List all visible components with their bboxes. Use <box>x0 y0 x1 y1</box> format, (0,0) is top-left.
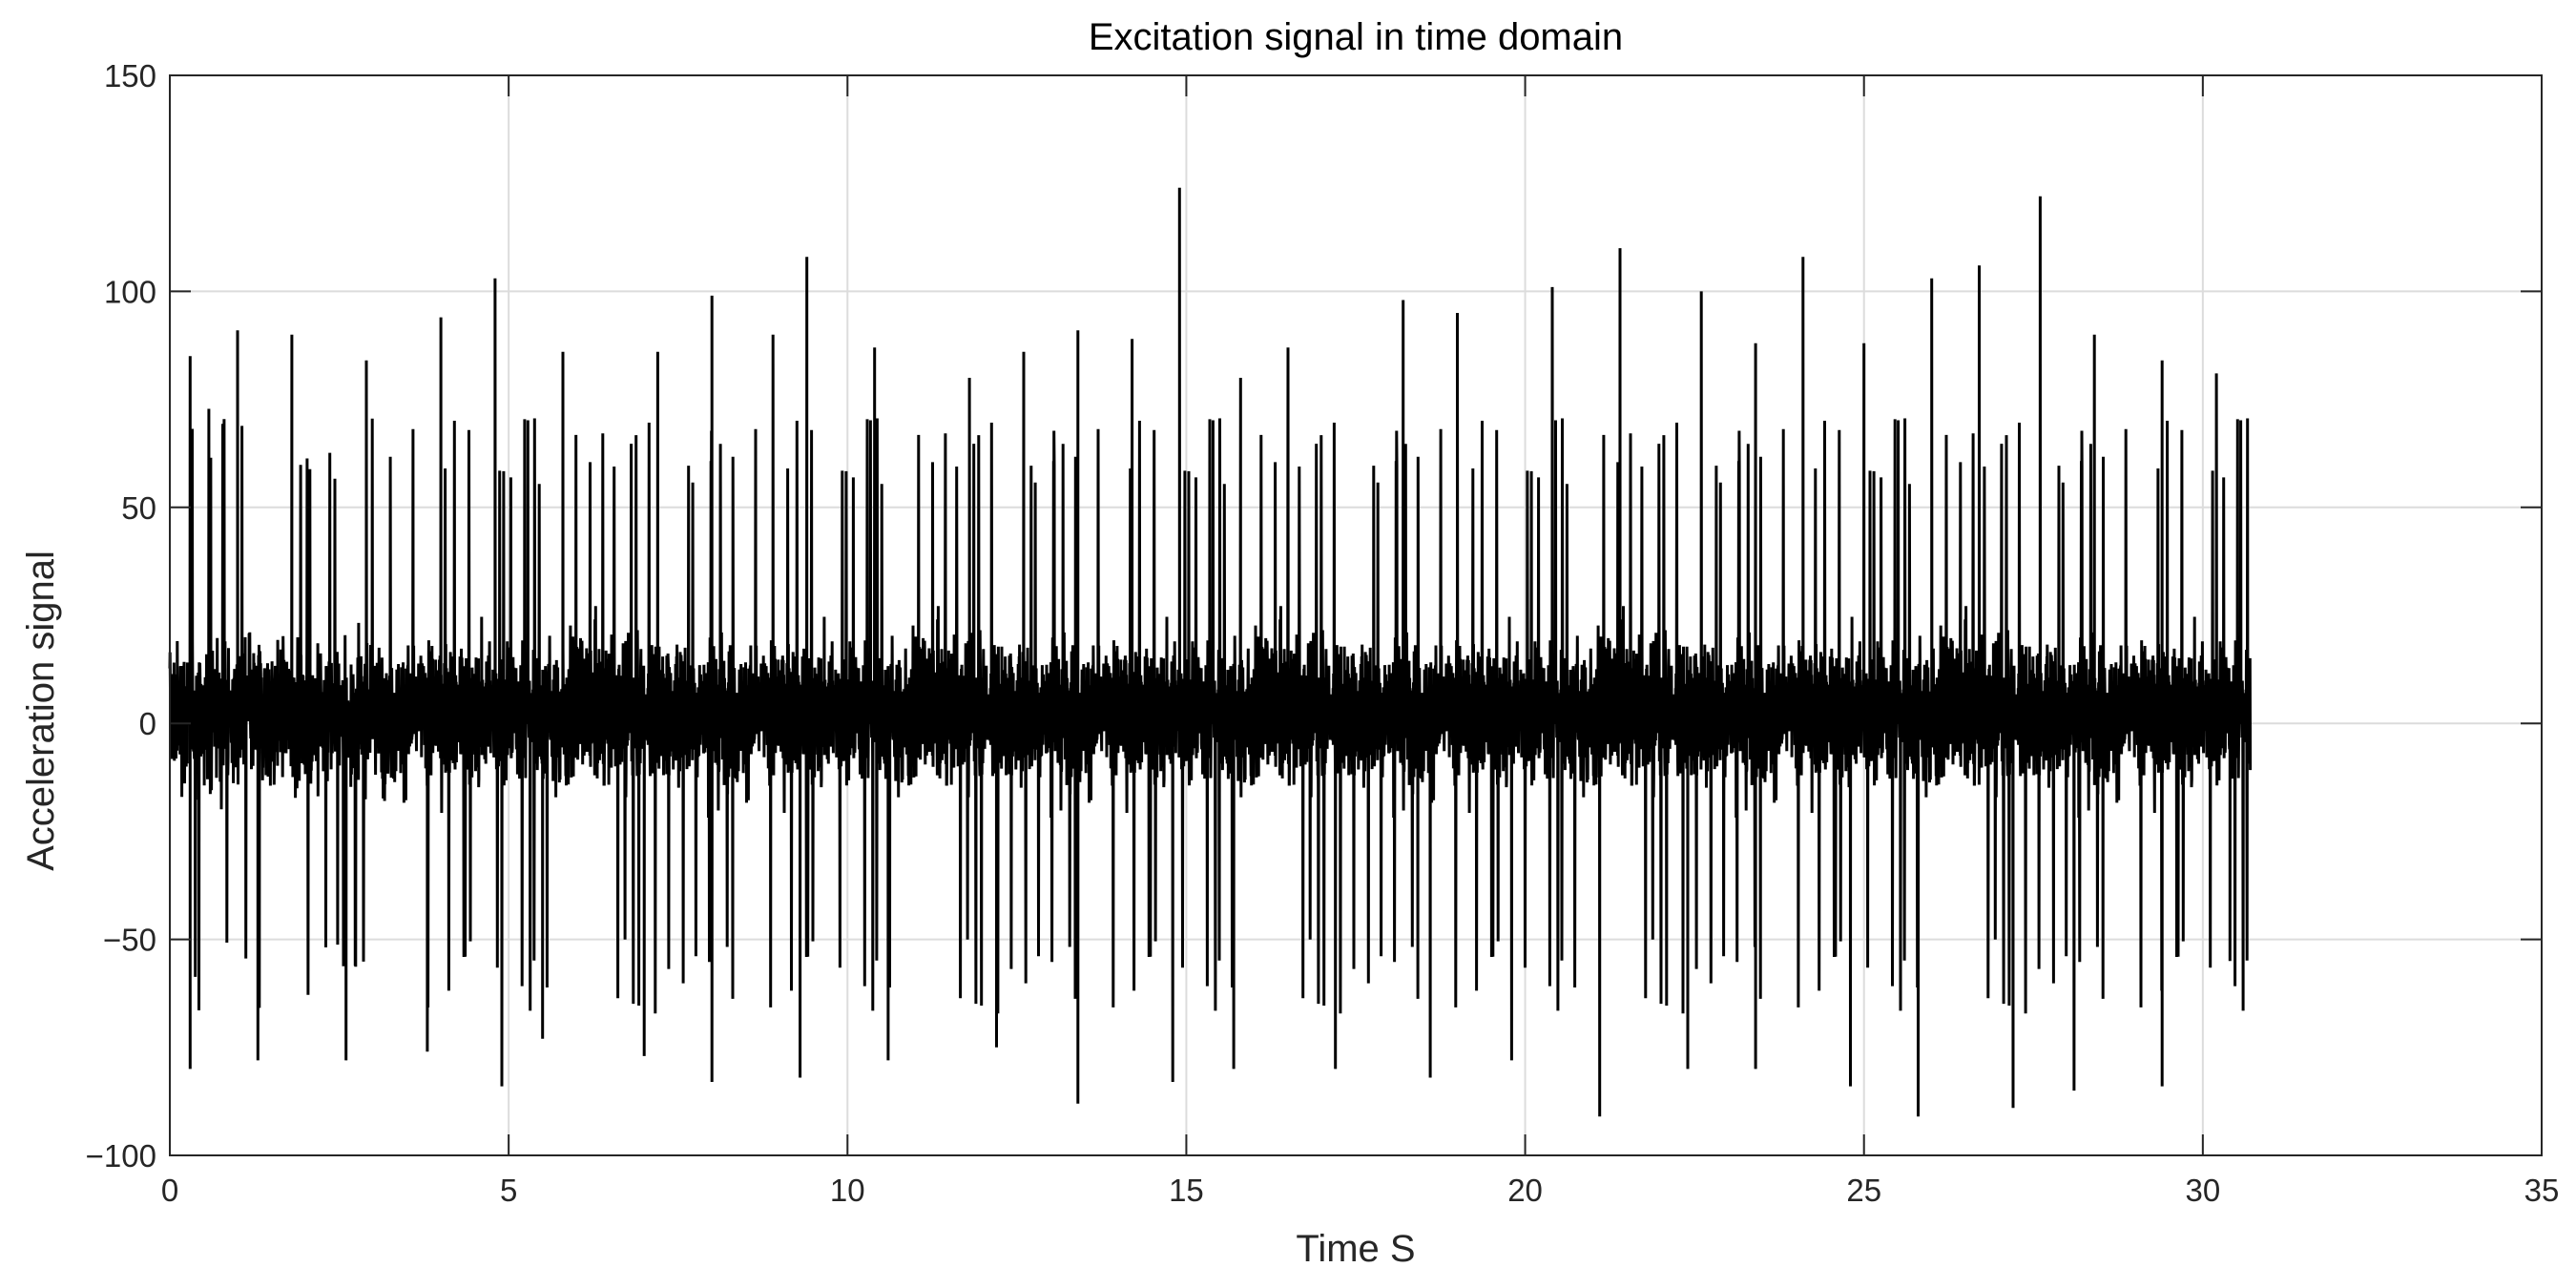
x-tick-label: 15 <box>1169 1173 1204 1208</box>
x-tick-label: 0 <box>161 1173 178 1208</box>
signal-series <box>168 187 2253 1117</box>
y-tick-label: 100 <box>104 274 156 309</box>
signal-line <box>168 187 2253 1117</box>
x-tick-label: 35 <box>2524 1173 2560 1208</box>
chart-title: Excitation signal in time domain <box>1089 16 1623 58</box>
y-tick-label: −50 <box>103 923 156 958</box>
y-tick-label: 0 <box>139 706 156 741</box>
x-tick-label: 30 <box>2185 1173 2220 1208</box>
y-tick-label: 150 <box>104 58 156 93</box>
x-axis-label: Time S <box>1296 1228 1415 1270</box>
x-tick-label: 20 <box>1507 1173 1543 1208</box>
ticks <box>169 74 2543 1156</box>
y-tick-labels: −100 −50 0 50 100 150 <box>86 58 156 1174</box>
x-tick-label: 10 <box>830 1173 865 1208</box>
y-tick-label: −100 <box>86 1138 156 1174</box>
plot-frame <box>169 74 2543 1156</box>
y-axis-label: Acceleration signal <box>20 551 62 871</box>
x-tick-label: 25 <box>1846 1173 1881 1208</box>
x-tick-label: 5 <box>500 1173 517 1208</box>
y-tick-label: 50 <box>121 490 156 526</box>
x-tick-labels: 0 5 10 15 20 25 30 35 <box>161 1173 2560 1208</box>
